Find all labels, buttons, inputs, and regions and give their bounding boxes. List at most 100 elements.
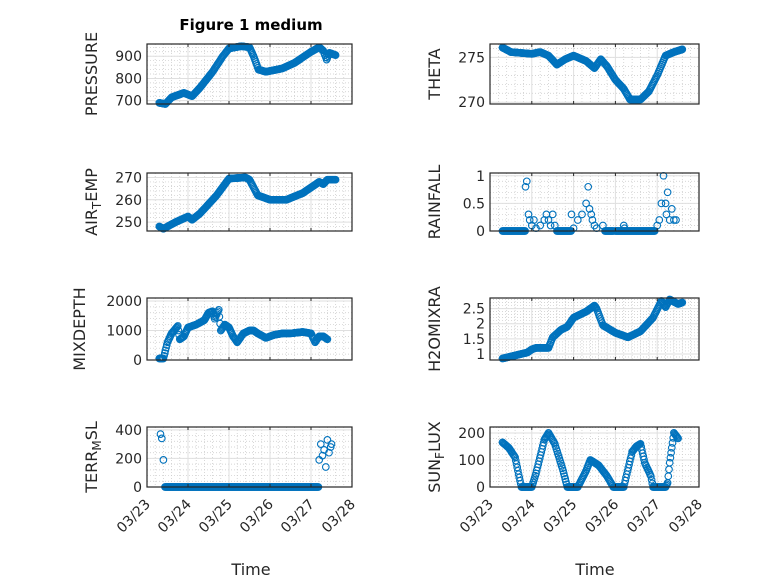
axes-pressure: 700 800 900 PRESSURE (82, 32, 353, 116)
y-axis-label-main: SUN (425, 459, 444, 493)
y-axis-label-rest: EMP (82, 168, 101, 202)
data-point (647, 475, 656, 484)
x-tick-label: 03/23 (457, 497, 497, 537)
figure-title: Figure 1 medium (179, 16, 322, 34)
y-tick-label: 200 (115, 451, 142, 467)
data-point (585, 205, 594, 213)
data-point (327, 440, 336, 448)
data-point (550, 221, 559, 230)
data-point (661, 199, 670, 208)
data-point (316, 440, 325, 448)
axes-rainfall: 0 0.5 1 RAINFALL (425, 165, 700, 240)
data-point (530, 216, 538, 224)
data-point (667, 448, 675, 457)
x-tick-label: 03/27 (624, 497, 664, 537)
data-point (546, 221, 555, 230)
y-axis-label: TERRMSL (82, 421, 104, 494)
data-point (323, 335, 332, 344)
x-axis-label-left: Time (230, 560, 270, 579)
y-axis-label-main: AIR (82, 209, 101, 236)
axes-box (146, 43, 353, 105)
data-point (331, 51, 340, 59)
y-axis-label-main: H2OMIXRA (425, 286, 444, 372)
y-tick-label: 270 (458, 95, 485, 111)
y-axis-label-sub: F (433, 452, 447, 459)
y-axis-label-main: PRESSURE (82, 32, 101, 116)
data-point (536, 221, 545, 230)
y-tick-label: 0 (133, 353, 142, 369)
axes-h2omixra: 11.522.5 H2OMIXRA (425, 286, 700, 372)
data-point (673, 433, 682, 442)
data-point (672, 216, 680, 224)
data-point (657, 199, 666, 208)
y-axis-label-rest: SL (82, 421, 101, 440)
x-tick-label: 03/23 (114, 497, 154, 537)
y-tick-label: 100 (458, 453, 485, 469)
y-axis-label: MIXDEPTH (70, 287, 89, 370)
data-point (655, 216, 664, 224)
data-point (172, 324, 181, 332)
data-point (678, 45, 687, 54)
axes-box (489, 426, 700, 488)
data-point (584, 182, 593, 191)
y-axis-label: RAINFALL (425, 165, 444, 240)
data-point (666, 453, 675, 462)
data-point (665, 458, 674, 467)
y-tick-label: 0 (476, 480, 485, 496)
data-point (174, 326, 183, 335)
y-tick-label: 200 (458, 426, 485, 442)
data-point (670, 216, 678, 224)
y-tick-label: 900 (115, 49, 142, 65)
y-tick-label: 1 (476, 347, 485, 363)
data-point (573, 216, 582, 224)
y-axis-label-main: TERR (82, 451, 101, 494)
y-axis-label-sub: M (90, 440, 104, 450)
x-tick-label: 03/24 (155, 496, 195, 536)
axes-box (146, 426, 353, 488)
y-axis-label: SUNFLUX (425, 421, 447, 493)
axes-sun_flux: 0 100 200 03/23 03/24 03/25 03/26 03/27 03/28 SUN… (425, 421, 706, 536)
data-point (667, 443, 676, 452)
axes-air_temp: 250 260 270 AIRTEMP (82, 168, 353, 236)
axes-box (489, 43, 700, 105)
data-point (318, 451, 327, 460)
x-tick-label: 03/24 (499, 496, 539, 536)
y-axis-label: H2OMIXRA (425, 286, 444, 372)
axes-theta: 270 275 THETA (425, 43, 700, 111)
x-tick-label: 03/26 (582, 496, 622, 536)
data-point (647, 472, 655, 481)
data-point (156, 430, 165, 438)
x-tick-label: 03/27 (278, 497, 318, 537)
data-point (331, 175, 340, 184)
axes-terr_msl: 0 200 400 03/23 03/24 03/25 03/26 03/27 03/28 TER… (82, 421, 359, 536)
data-point (323, 436, 332, 444)
y-axis-label-main: MIXDEPTH (70, 287, 89, 370)
y-tick-label: 0 (476, 224, 485, 240)
y-tick-label: 400 (115, 423, 142, 439)
data-point (672, 432, 681, 441)
y-tick-label: 1000 (106, 323, 142, 339)
y-tick-label: 250 (115, 215, 142, 231)
y-tick-label: 2000 (106, 294, 142, 310)
y-tick-label: 260 (115, 193, 142, 209)
data-point (157, 434, 166, 443)
data-point (524, 210, 533, 219)
data-point (678, 298, 687, 307)
data-point (578, 210, 586, 219)
y-axis-label: THETA (425, 48, 444, 100)
y-tick-label: 800 (115, 71, 142, 87)
y-axis-label-sub: T (90, 201, 104, 210)
axes-box (146, 297, 353, 361)
y-axis-label-main: THETA (425, 48, 444, 100)
y-tick-label: 0 (133, 480, 142, 496)
axes-box (489, 297, 700, 361)
y-tick-label: 0.5 (463, 196, 485, 212)
data-point (539, 438, 548, 447)
x-tick-label: 03/28 (319, 497, 359, 537)
data-point (640, 455, 648, 464)
data-point (173, 323, 181, 331)
data-point (674, 434, 682, 443)
plot-area (490, 427, 699, 487)
axes-box (146, 172, 353, 232)
